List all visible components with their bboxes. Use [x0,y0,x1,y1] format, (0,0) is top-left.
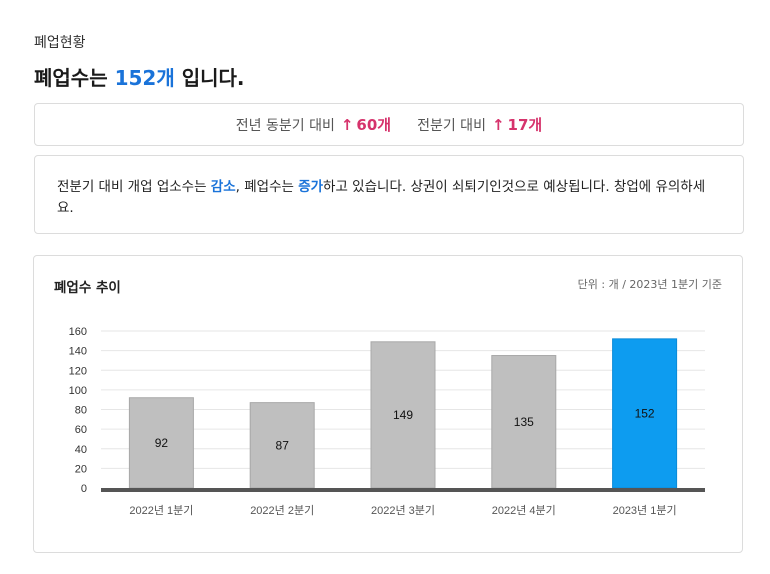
x-tick-label: 2022년 2분기 [250,504,314,517]
arrow-up-icon: ↑ [491,115,505,134]
x-tick-label: 2022년 4분기 [492,504,556,517]
y-tick-label: 20 [75,463,87,475]
chart-unit-note: 단위 : 개 / 2023년 1분기 기준 [577,278,722,291]
y-tick-label: 120 [69,365,87,377]
desc-part1: 전분기 대비 개업 업소수는 [57,179,211,195]
page-headline: 폐업수는 152개 입니다. [34,62,245,91]
bar-data-label: 152 [635,406,655,420]
arrow-up-icon: ↑ [340,115,354,134]
desc-keyword-decrease: 감소 [210,179,236,195]
description-box: 전분기 대비 개업 업소수는 감소, 폐업수는 증가하고 있습니다. 상권이 쇠… [34,155,744,234]
qoq-value-group: ↑ 17개 [492,114,542,135]
x-tick-label: 2023년 1분기 [613,504,677,517]
section-label: 폐업현황 [34,35,86,51]
yoy-label: 전년 동분기 대비 [235,117,335,134]
yoy-value-group: ↑ 60개 [341,114,391,135]
y-tick-label: 100 [69,385,87,397]
chart-card: 폐업수 추이 단위 : 개 / 2023년 1분기 기준 0 20 40 60 80 10… [33,255,743,553]
qoq-value: 17개 [507,116,543,134]
yoy-value: 60개 [356,116,392,134]
bar [128,397,194,489]
headline-prefix: 폐업수는 [34,66,115,90]
x-axis-baseline [101,488,705,492]
bar-data-label: 87 [276,438,290,452]
desc-keyword-increase: 증가 [298,179,324,195]
y-tick-label: 60 [75,424,87,436]
y-tick-label: 0 [81,483,87,495]
bar [249,402,315,489]
bar [612,338,678,489]
qoq-label: 전분기 대비 [417,117,486,134]
qoq-comparison: 전분기 대비 ↑ 17개 [417,114,542,135]
headline-suffix: 입니다. [174,66,245,90]
chart-title: 폐업수 추이 [54,280,121,296]
x-tick-label: 2022년 1분기 [129,504,193,517]
y-tick-label: 40 [75,444,87,456]
bar-chart: 0 20 40 60 80 100 120 140 160 92 2022년 1분기 87 2022년 … [69,326,705,517]
desc-part3: 하고 있습니다. 상권이 쇠퇴기인것으로 예상됩니다. 창업에 유의하세요. [57,179,706,216]
bar [491,355,557,489]
bar [370,341,436,489]
y-tick-label: 160 [69,326,87,338]
y-tick-label: 140 [69,346,87,358]
comparison-box: 전년 동분기 대비 ↑ 60개 전분기 대비 ↑ 17개 [34,103,744,146]
bar-data-label: 92 [155,436,169,450]
desc-part2: , 폐업수는 [235,179,299,195]
x-tick-label: 2022년 3분기 [371,504,435,517]
bar-data-label: 149 [393,408,413,422]
headline-value: 152개 [114,66,175,90]
bar-data-label: 135 [514,415,534,429]
y-tick-label: 80 [75,405,87,417]
yoy-comparison: 전년 동분기 대비 ↑ 60개 [236,114,391,135]
